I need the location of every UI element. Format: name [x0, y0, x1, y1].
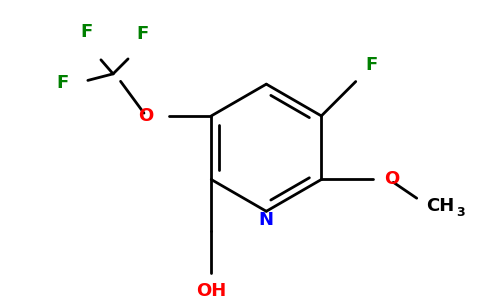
Text: F: F [365, 56, 378, 74]
Text: N: N [259, 211, 274, 229]
Text: F: F [81, 23, 93, 41]
Text: O: O [138, 107, 153, 125]
Text: OH: OH [196, 282, 227, 300]
Text: F: F [56, 74, 68, 92]
Text: 3: 3 [456, 206, 465, 219]
Text: CH: CH [426, 197, 454, 215]
Text: F: F [136, 25, 148, 43]
Text: O: O [384, 170, 399, 188]
